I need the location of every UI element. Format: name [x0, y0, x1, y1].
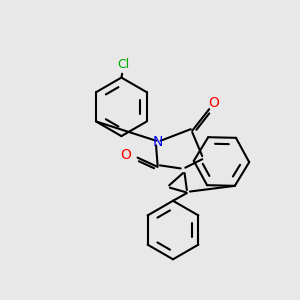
Text: Cl: Cl: [117, 58, 129, 71]
Text: N: N: [152, 135, 163, 149]
Text: O: O: [121, 148, 131, 162]
Text: O: O: [208, 96, 219, 110]
